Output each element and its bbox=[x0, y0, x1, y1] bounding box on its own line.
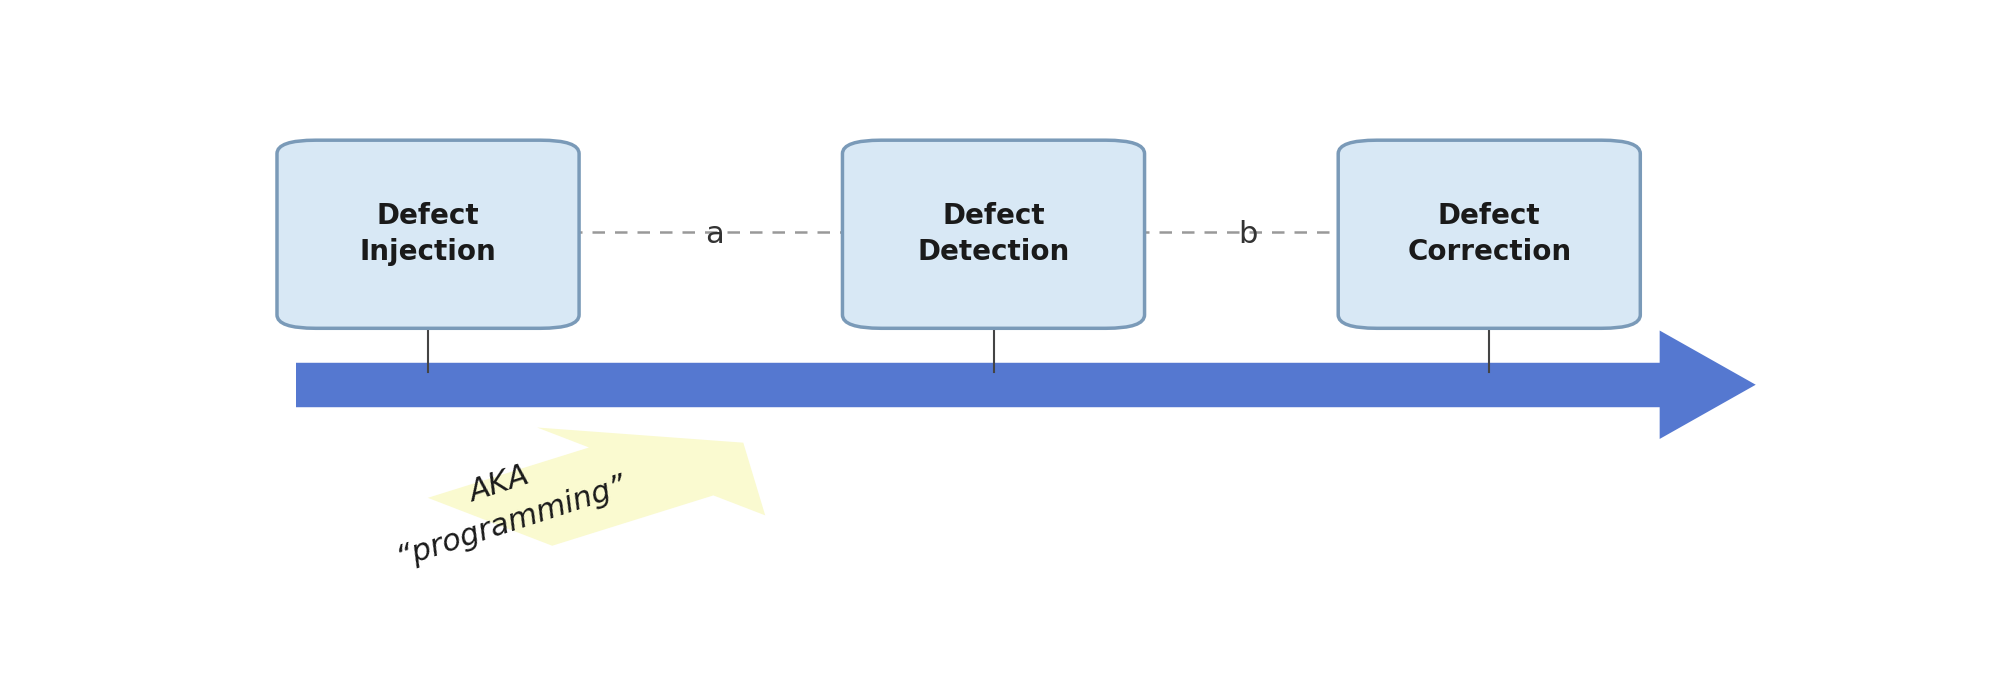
Polygon shape bbox=[1658, 331, 1754, 439]
FancyBboxPatch shape bbox=[278, 140, 579, 328]
Text: Defect
Detection: Defect Detection bbox=[917, 202, 1069, 266]
Polygon shape bbox=[428, 427, 765, 546]
Text: Defect
Correction: Defect Correction bbox=[1407, 202, 1570, 266]
FancyBboxPatch shape bbox=[1337, 140, 1640, 328]
Text: a: a bbox=[705, 220, 723, 248]
FancyBboxPatch shape bbox=[841, 140, 1145, 328]
Text: Defect
Injection: Defect Injection bbox=[360, 202, 496, 266]
Text: b: b bbox=[1237, 220, 1257, 248]
Text: AKA
“programming”: AKA “programming” bbox=[382, 434, 629, 572]
